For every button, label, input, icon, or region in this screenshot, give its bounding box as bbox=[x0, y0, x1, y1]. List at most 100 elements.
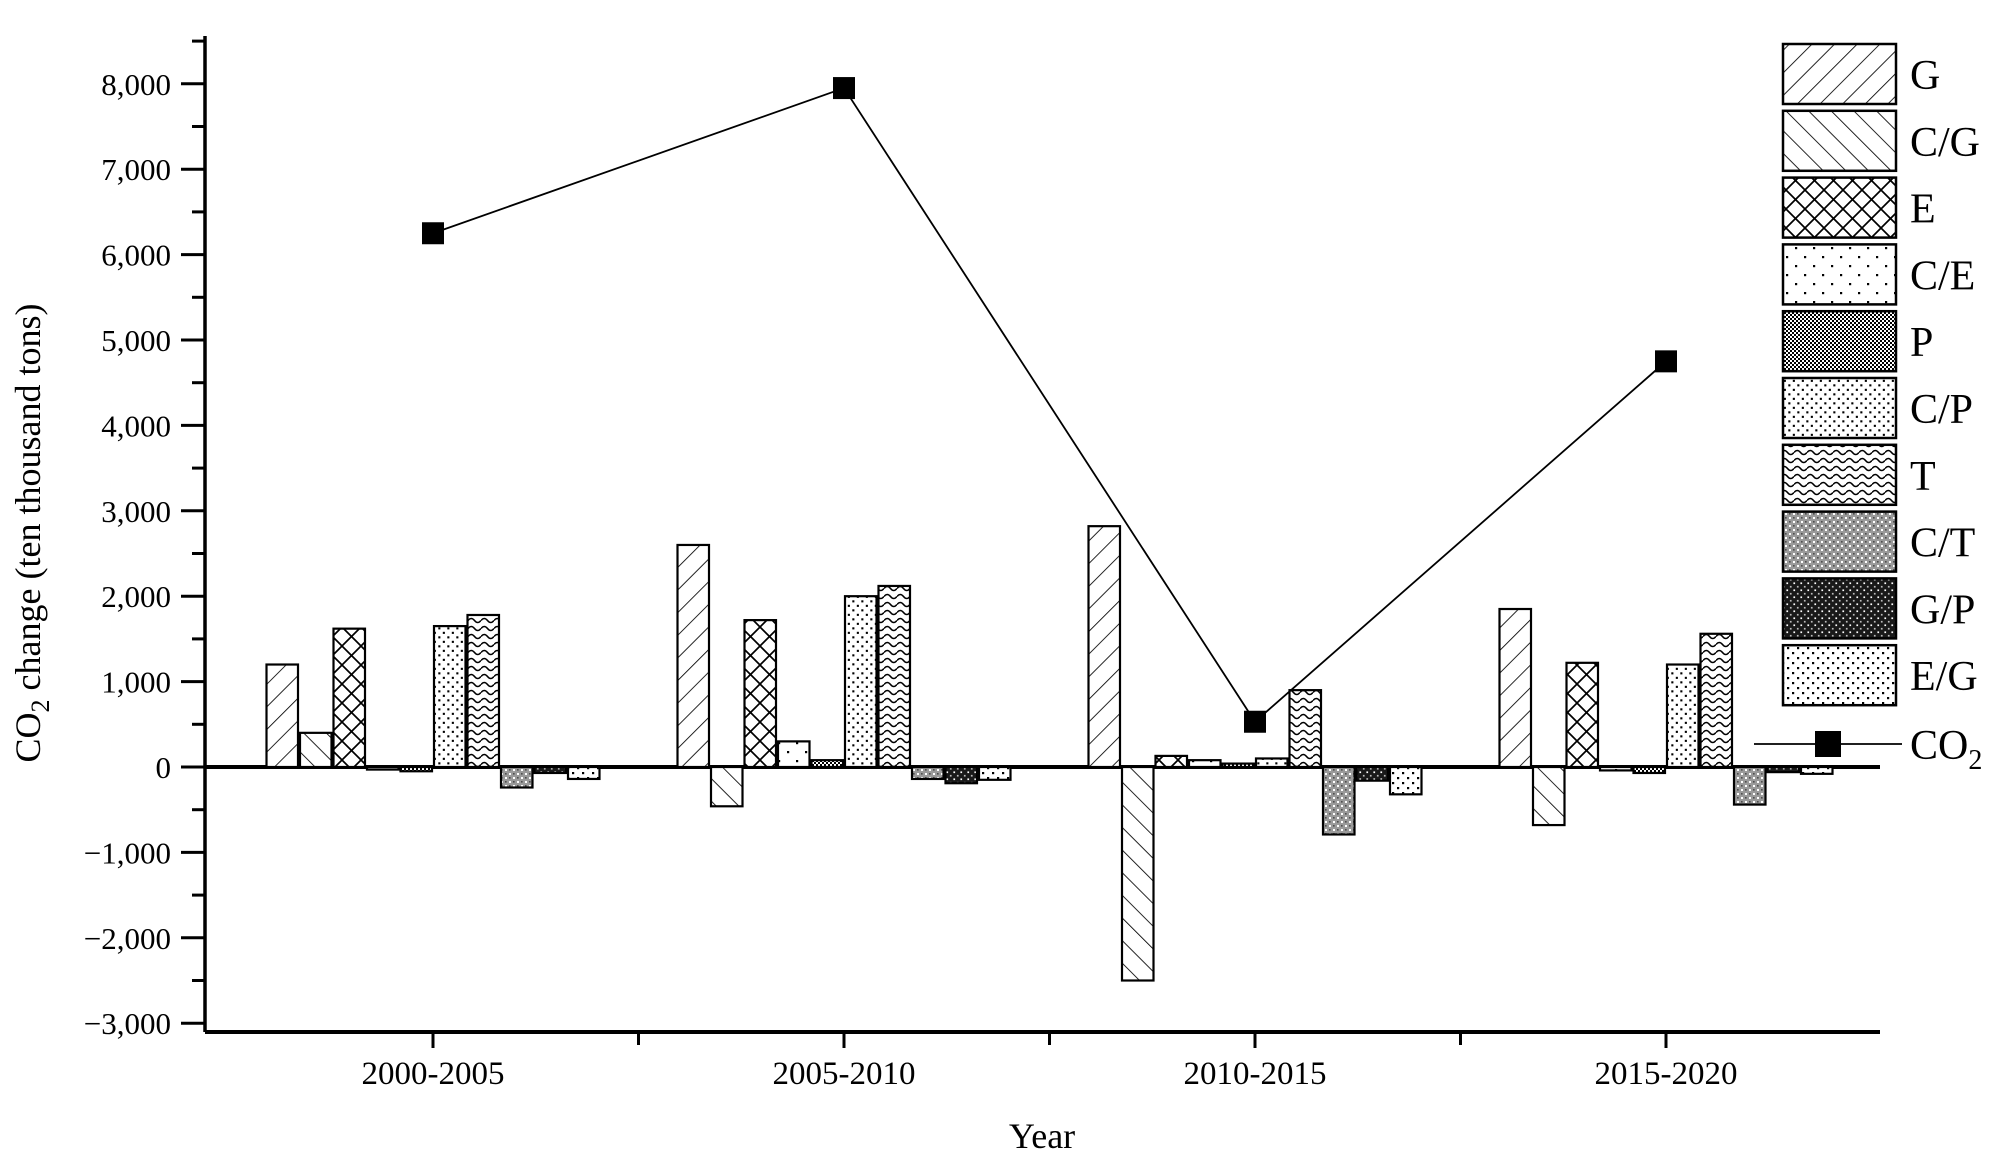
bar-E-2000-2005 bbox=[332, 627, 367, 769]
co2-line bbox=[432, 86, 1667, 724]
bar-E-2010-2015 bbox=[1154, 754, 1189, 769]
series-C-T bbox=[499, 765, 1767, 836]
co2-marker-2015-2020 bbox=[1655, 350, 1677, 373]
series-G bbox=[265, 525, 1533, 769]
bar-T-2015-2020 bbox=[1699, 632, 1734, 769]
y-tick-label-3000: 3,000 bbox=[101, 494, 171, 529]
bar-T-2000-2005 bbox=[466, 613, 501, 769]
bar-G-P-2005-2010 bbox=[944, 765, 979, 785]
legend-item-E-G: E/G bbox=[1781, 643, 1978, 707]
x-axis-title: Year bbox=[1009, 1116, 1075, 1156]
bar-P-2010-2015 bbox=[1221, 762, 1256, 769]
legend-label-G-P: G/P bbox=[1910, 587, 1975, 633]
bar-P-2005-2010 bbox=[810, 759, 845, 769]
legend-label-T: T bbox=[1910, 454, 1936, 500]
y-tick-label-0: 0 bbox=[156, 750, 172, 785]
legend: G C/G E C/E P C/P T C/T G/P E/G CO2 bbox=[1754, 42, 1982, 776]
axes: 8,000 7,000 6,000 5,000 4,000 3,000 2,000 1,000… bbox=[84, 36, 1880, 1092]
bar-C-G-2000-2005 bbox=[298, 731, 333, 769]
bar-C-E-2010-2015 bbox=[1187, 759, 1222, 769]
co2-marker-2005-2010 bbox=[833, 77, 855, 100]
legend-item-C-E: C/E bbox=[1781, 243, 1975, 306]
bar-T-2005-2010 bbox=[877, 584, 912, 769]
legend-label-C-E: C/E bbox=[1910, 253, 1975, 299]
legend-swatch-cross-hatch bbox=[1781, 176, 1898, 239]
y-tick-label--1000: −1,000 bbox=[84, 835, 171, 870]
bar-C-T-2005-2010 bbox=[910, 765, 945, 781]
bar-C-E-2005-2010 bbox=[776, 740, 811, 769]
y-tick-label-6000: 6,000 bbox=[101, 238, 171, 273]
legend-swatch-gray-speckle bbox=[1781, 510, 1898, 573]
series-E bbox=[332, 619, 1600, 769]
bar-C-P-2005-2010 bbox=[843, 595, 878, 769]
bar-E-2015-2020 bbox=[1565, 661, 1600, 769]
bar-C-T-2015-2020 bbox=[1732, 765, 1767, 806]
bar-C-G-2010-2015 bbox=[1120, 765, 1155, 982]
legend-label-C-P: C/P bbox=[1910, 387, 1973, 433]
bar-G-P-2000-2005 bbox=[533, 765, 568, 775]
bar-C-G-2005-2010 bbox=[709, 765, 744, 808]
y-tick-label--3000: −3,000 bbox=[84, 1006, 171, 1041]
legend-label-C-T: C/T bbox=[1910, 521, 1975, 567]
bar-E-G-2000-2005 bbox=[566, 765, 601, 781]
bar-P-2015-2020 bbox=[1632, 765, 1667, 775]
x-tick-label-2015-2020: 2015-2020 bbox=[1595, 1056, 1738, 1092]
series-C-P bbox=[432, 595, 1700, 769]
legend-swatch-diagonal-up-hatch bbox=[1781, 42, 1898, 106]
legend-swatch-fine-checker bbox=[1781, 309, 1898, 373]
bar-C-E-2000-2005 bbox=[365, 765, 400, 771]
bar-G-2000-2005 bbox=[265, 663, 300, 769]
legend-label-P: P bbox=[1910, 320, 1933, 366]
bar-G-P-2015-2020 bbox=[1766, 765, 1801, 774]
legend-swatch-diagonal-down-hatch bbox=[1781, 109, 1898, 173]
bar-E-G-2005-2010 bbox=[977, 765, 1012, 781]
series-T bbox=[466, 584, 1734, 769]
legend-label-E: E bbox=[1910, 187, 1936, 233]
legend-swatch-light-dots bbox=[1781, 643, 1898, 707]
y-tick-label-8000: 8,000 bbox=[101, 67, 171, 102]
co2-marker-2010-2015 bbox=[1244, 710, 1266, 733]
legend-label-E-G: E/G bbox=[1910, 654, 1978, 700]
x-tick-label-2005-2010: 2005-2010 bbox=[773, 1056, 916, 1092]
bar-G-2005-2010 bbox=[676, 543, 711, 769]
co2-marker-2000-2005 bbox=[422, 222, 444, 245]
legend-swatch-waves bbox=[1781, 443, 1898, 507]
y-tick-label-4000: 4,000 bbox=[101, 408, 171, 443]
series-E-G bbox=[566, 765, 1834, 796]
legend-item-C-T: C/T bbox=[1781, 510, 1975, 573]
y-tick-label-2000: 2,000 bbox=[101, 579, 171, 614]
x-tick-label-2010-2015: 2010-2015 bbox=[1184, 1056, 1327, 1092]
bar-C-E-2015-2020 bbox=[1598, 765, 1633, 772]
bar-E-G-2015-2020 bbox=[1799, 765, 1834, 775]
bar-C-G-2015-2020 bbox=[1531, 765, 1566, 827]
legend-item-G-P: G/P bbox=[1781, 577, 1975, 640]
series-P bbox=[399, 759, 1667, 775]
bar-C-T-2010-2015 bbox=[1321, 765, 1356, 836]
legend-label-C-G: C/G bbox=[1910, 120, 1980, 166]
legend-item-G: G bbox=[1781, 42, 1940, 106]
co2-line-layer bbox=[422, 77, 1677, 733]
bar-P-2000-2005 bbox=[399, 765, 434, 773]
legend-item-P: P bbox=[1781, 309, 1933, 373]
series-C-E bbox=[365, 740, 1633, 772]
bar-C-P-2015-2020 bbox=[1665, 663, 1700, 769]
series-C-G bbox=[298, 731, 1566, 982]
y-tick-label-1000: 1,000 bbox=[101, 665, 171, 700]
series-G-P bbox=[533, 765, 1801, 785]
y-axis-title: CO2 change (ten thousand tons) bbox=[8, 304, 55, 763]
bar-E-2005-2010 bbox=[743, 619, 778, 769]
legend-item-E: E bbox=[1781, 176, 1936, 239]
legend-item-C-G: C/G bbox=[1781, 109, 1980, 173]
bar-C-P-2010-2015 bbox=[1254, 757, 1289, 769]
bar-series-layer bbox=[265, 525, 1834, 982]
legend-item-T: T bbox=[1781, 443, 1936, 507]
legend-co2-marker bbox=[1815, 731, 1841, 757]
y-tick-label-5000: 5,000 bbox=[101, 323, 171, 358]
legend-item-C-P: C/P bbox=[1781, 376, 1973, 440]
bar-C-T-2000-2005 bbox=[499, 765, 534, 789]
bar-G-P-2010-2015 bbox=[1355, 765, 1390, 782]
legend-label-co2: CO2 bbox=[1910, 723, 1982, 776]
bar-G-2010-2015 bbox=[1087, 525, 1122, 769]
